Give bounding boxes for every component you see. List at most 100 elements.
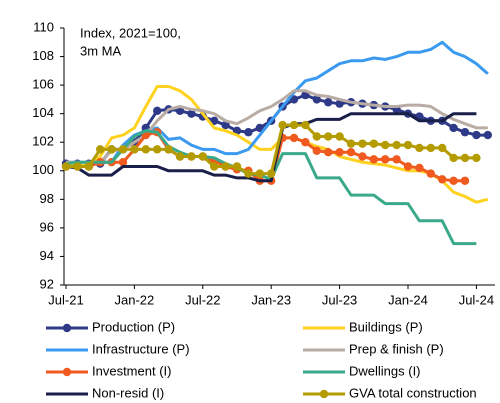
- series-marker: [96, 145, 105, 154]
- x-tick-label: Jul-24: [459, 292, 494, 307]
- legend-label: Prep & finish (P): [349, 341, 444, 356]
- annotation: 3m MA: [80, 43, 122, 58]
- series-marker: [324, 132, 333, 141]
- series-marker: [335, 99, 344, 108]
- series-marker: [153, 145, 162, 154]
- annotation: Index, 2021=100,: [80, 25, 181, 40]
- legend-label: Production (P): [92, 319, 175, 334]
- series-marker: [244, 128, 253, 137]
- legend-label: GVA total construction: [349, 385, 477, 400]
- series-marker: [107, 145, 116, 154]
- series-marker: [324, 148, 333, 157]
- series-marker: [289, 133, 299, 143]
- series-marker: [335, 148, 344, 157]
- series-marker: [403, 140, 413, 150]
- series-marker: [289, 120, 299, 130]
- y-tick-label: 106: [32, 77, 54, 92]
- series-marker: [175, 152, 185, 161]
- series-marker: [449, 176, 458, 185]
- y-tick-label: 100: [32, 162, 54, 177]
- series-marker: [301, 120, 310, 130]
- series-marker: [232, 162, 242, 171]
- series-marker: [346, 148, 356, 157]
- series-marker: [415, 143, 424, 153]
- series-marker: [415, 163, 424, 173]
- legend-label: Infrastructure (P): [92, 341, 190, 356]
- series-marker: [210, 162, 219, 171]
- series-marker: [267, 169, 276, 178]
- series-marker: [438, 143, 447, 153]
- legend-marker: [62, 367, 72, 377]
- series-marker: [312, 95, 321, 104]
- series-marker: [187, 109, 196, 118]
- series-marker: [460, 128, 470, 137]
- series-marker: [335, 132, 344, 141]
- series-marker: [164, 145, 173, 154]
- y-tick-label: 108: [32, 48, 54, 63]
- y-tick-label: 92: [40, 276, 54, 291]
- series-marker: [426, 143, 435, 153]
- series-marker: [392, 140, 401, 150]
- series-marker: [255, 169, 264, 178]
- series-marker: [426, 169, 435, 178]
- series-marker: [278, 120, 287, 130]
- x-tick-label: Jul-23: [322, 292, 357, 307]
- series-marker: [381, 140, 390, 150]
- series-marker: [84, 162, 94, 171]
- series-marker: [118, 158, 128, 167]
- y-tick-label: 104: [32, 105, 54, 120]
- series-marker: [312, 146, 321, 155]
- series-marker: [221, 120, 230, 130]
- y-tick-label: 96: [40, 219, 54, 234]
- legend-label: Investment (I): [92, 363, 171, 378]
- legend-marker: [319, 389, 329, 399]
- series-marker: [403, 162, 413, 171]
- series-marker: [369, 139, 378, 148]
- series-marker: [61, 162, 71, 171]
- x-tick-label: Jul-22: [185, 292, 220, 307]
- series-marker: [392, 155, 401, 164]
- series-marker: [449, 153, 458, 163]
- legend-label: Buildings (P): [349, 319, 423, 334]
- y-tick-label: 98: [40, 191, 54, 206]
- series-line: [65, 112, 477, 183]
- legend-label: Dwellings (I): [349, 363, 421, 378]
- series-marker: [141, 145, 150, 154]
- x-tick-label: Jan-22: [115, 292, 155, 307]
- y-tick-label: 102: [32, 134, 54, 149]
- series-marker: [346, 139, 356, 148]
- series-marker: [301, 138, 310, 147]
- series-marker: [153, 106, 162, 116]
- series-marker: [130, 145, 139, 154]
- series-marker: [312, 132, 321, 141]
- series-marker: [472, 153, 481, 163]
- series-marker: [483, 130, 492, 140]
- series-marker: [324, 98, 333, 107]
- series-marker: [73, 162, 82, 171]
- series-marker: [460, 153, 470, 163]
- series-marker: [221, 162, 230, 171]
- y-tick-label: 94: [40, 248, 54, 263]
- series-marker: [369, 155, 378, 164]
- series-marker: [460, 176, 470, 185]
- series-marker: [449, 123, 458, 133]
- legend-marker: [62, 323, 72, 333]
- series-marker: [358, 139, 367, 148]
- series-marker: [244, 169, 253, 178]
- series-marker: [358, 152, 367, 161]
- x-tick-label: Jul-21: [48, 292, 83, 307]
- series-line: [66, 89, 488, 164]
- series-marker: [381, 155, 390, 164]
- x-tick-label: Jan-24: [388, 292, 428, 307]
- x-tick-label: Jan-23: [251, 292, 291, 307]
- series-marker: [118, 145, 128, 154]
- series-marker: [187, 152, 196, 161]
- series-marker: [175, 106, 185, 116]
- legend-label: Non-resid (I): [92, 385, 164, 400]
- series-marker: [472, 130, 481, 140]
- series-marker: [255, 123, 264, 133]
- y-tick-label: 110: [33, 19, 54, 34]
- series-marker: [198, 152, 207, 161]
- series-marker: [438, 175, 447, 184]
